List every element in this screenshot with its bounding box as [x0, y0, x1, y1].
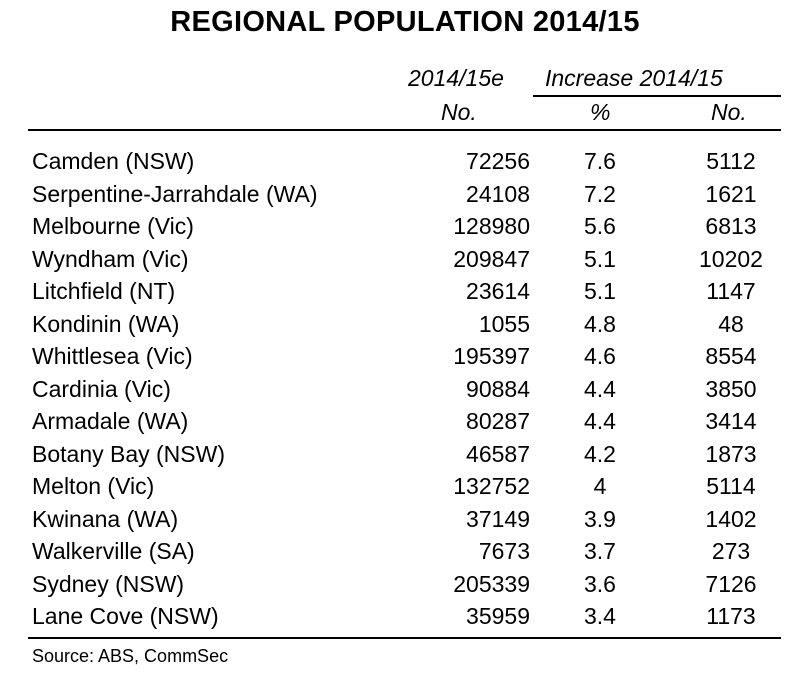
table-row: Walkerville (SA) 7673 3.7 273 — [0, 535, 810, 567]
increase-percent-cell: 7.6 — [584, 148, 616, 174]
region-cell: Wyndham (Vic) — [32, 245, 189, 272]
region-cell: Botany Bay (NSW) — [32, 440, 225, 467]
increase-percent-cell: 4 — [593, 473, 607, 499]
increase-percent-cell: 3.7 — [584, 538, 616, 564]
table-row: Kwinana (WA) 37149 3.9 1402 — [0, 503, 810, 535]
population-cell: 7673 — [478, 538, 530, 564]
increase-number-cell: 3414 — [705, 408, 757, 434]
table-row: Litchfield (NT) 23614 5.1 1147 — [0, 275, 810, 307]
increase-number-cell: 10202 — [699, 245, 763, 272]
increase-number-cell: 1173 — [706, 603, 756, 629]
increase-number-cell: 1147 — [706, 278, 756, 304]
region-cell: Camden (NSW) — [32, 148, 195, 174]
table-row: Camden (NSW) 72256 7.6 5112 — [0, 145, 810, 177]
table-row: Kondinin (WA) 1055 4.8 48 — [0, 308, 810, 340]
increase-percent-cell: 5.1 — [584, 245, 616, 272]
increase-percent-cell: 4.6 — [584, 343, 616, 369]
increase-percent-cell: 3.6 — [584, 570, 616, 597]
region-cell: Lane Cove (NSW) — [32, 603, 219, 629]
increase-number-cell: 5112 — [706, 148, 756, 174]
region-cell: Cardinia (Vic) — [32, 375, 171, 402]
table-row: Sydney (NSW) 205339 3.6 7126 — [0, 568, 810, 600]
population-cell: 37149 — [466, 505, 530, 532]
increase-number-cell: 48 — [718, 310, 744, 337]
increase-percent-cell: 4.8 — [584, 310, 616, 337]
increase-percent-cell: 4.2 — [584, 440, 616, 467]
population-cell: 195397 — [453, 343, 530, 369]
increase-percent-cell: 4.4 — [584, 408, 616, 434]
table-row: Melton (Vic) 132752 4 5114 — [0, 470, 810, 502]
region-cell: Kondinin (WA) — [32, 310, 180, 337]
population-cell: 205339 — [453, 570, 530, 597]
population-cell: 128980 — [453, 213, 530, 239]
header-col2-unit: % — [590, 99, 611, 125]
increase-number-cell: 3850 — [705, 375, 757, 402]
header-bottom-rule — [28, 129, 781, 131]
population-cell: 24108 — [466, 180, 530, 207]
population-cell: 132752 — [453, 473, 530, 499]
header-group-rule — [533, 95, 781, 97]
source-note: Source: ABS, CommSec — [32, 646, 229, 666]
table-row: Melbourne (Vic) 128980 5.6 6813 — [0, 210, 810, 242]
population-cell: 35959 — [466, 603, 530, 629]
header-col1-unit: No. — [441, 99, 477, 125]
region-cell: Whittlesea (Vic) — [32, 343, 193, 369]
region-cell: Armadale (WA) — [32, 408, 189, 434]
table-row: Whittlesea (Vic) 195397 4.6 8554 — [0, 340, 810, 372]
header-col1-top: 2014/15e — [408, 65, 504, 91]
table-row: Botany Bay (NSW) 46587 4.2 1873 — [0, 438, 810, 470]
region-cell: Litchfield (NT) — [32, 278, 176, 304]
increase-percent-cell: 7.2 — [584, 180, 616, 207]
increase-percent-cell: 4.4 — [584, 375, 616, 402]
increase-number-cell: 1873 — [705, 440, 757, 467]
population-cell: 80287 — [466, 408, 530, 434]
increase-number-cell: 1402 — [705, 505, 757, 532]
region-cell: Sydney (NSW) — [32, 570, 185, 597]
increase-number-cell: 6813 — [705, 213, 757, 239]
population-cell: 90884 — [466, 375, 530, 402]
increase-number-cell: 5114 — [706, 473, 756, 499]
table-row: Lane Cove (NSW) 35959 3.4 1173 — [0, 600, 810, 632]
region-cell: Melbourne (Vic) — [32, 213, 194, 239]
header-col3-unit: No. — [711, 99, 747, 125]
increase-number-cell: 7126 — [705, 570, 757, 597]
increase-percent-cell: 3.9 — [584, 505, 616, 532]
region-cell: Walkerville (SA) — [32, 538, 195, 564]
region-cell: Kwinana (WA) — [32, 505, 179, 532]
population-cell: 46587 — [466, 440, 530, 467]
table-row: Armadale (WA) 80287 4.4 3414 — [0, 405, 810, 437]
table-bottom-rule — [28, 637, 781, 639]
region-cell: Serpentine-Jarrahdale (WA) — [32, 180, 318, 207]
population-cell: 209847 — [453, 245, 530, 272]
increase-percent-cell: 5.1 — [584, 278, 616, 304]
increase-percent-cell: 5.6 — [584, 213, 616, 239]
table-row: Cardinia (Vic) 90884 4.4 3850 — [0, 373, 810, 405]
population-cell: 23614 — [466, 278, 530, 304]
increase-number-cell: 8554 — [705, 343, 757, 369]
header-group-label: Increase 2014/15 — [545, 65, 723, 91]
population-cell: 1055 — [478, 310, 530, 337]
table-title: REGIONAL POPULATION 2014/15 — [170, 6, 640, 38]
table-row: Serpentine-Jarrahdale (WA) 24108 7.2 1621 — [0, 178, 810, 210]
increase-number-cell: 273 — [711, 538, 751, 564]
increase-percent-cell: 3.4 — [584, 603, 616, 629]
increase-number-cell: 1621 — [705, 180, 757, 207]
region-cell: Melton (Vic) — [32, 473, 155, 499]
table-row: Wyndham (Vic) 209847 5.1 10202 — [0, 243, 810, 275]
population-cell: 72256 — [466, 148, 530, 174]
